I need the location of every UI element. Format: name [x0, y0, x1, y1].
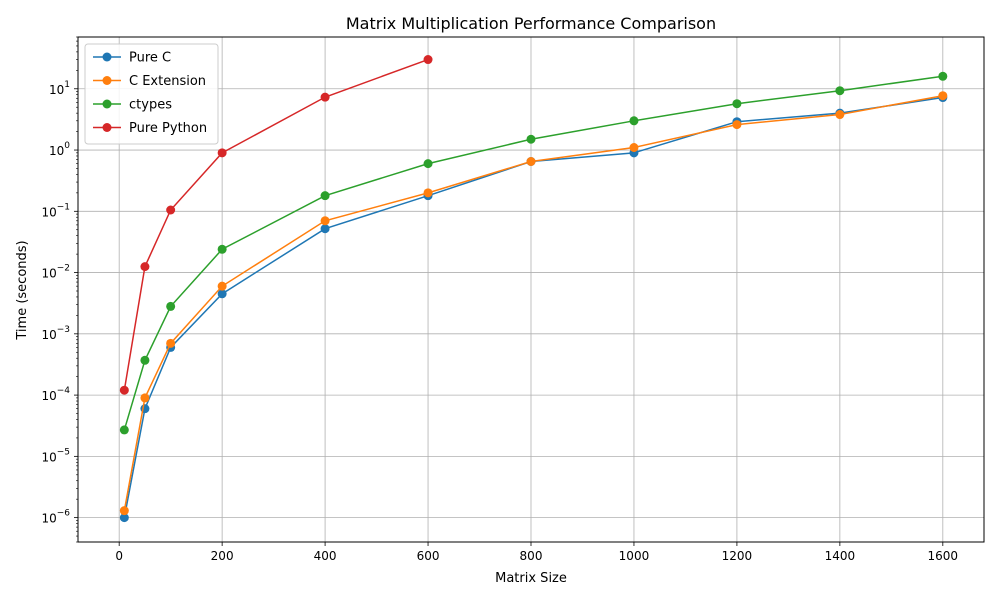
data-point-ctypes — [423, 159, 433, 169]
series-ctypes — [119, 71, 948, 435]
series-pure-python — [119, 55, 433, 395]
data-point-pure-python — [423, 55, 433, 65]
data-point-pure-python — [119, 385, 129, 395]
y-tick-exponent: 1 — [64, 80, 70, 90]
y-tick-label: 10−1 — [41, 202, 70, 219]
y-tick-exponent: −5 — [57, 447, 70, 457]
y-tick-base: 10 — [41, 450, 56, 464]
data-point-ctypes — [217, 244, 227, 254]
data-point-c-extension — [938, 91, 948, 101]
chart-title: Matrix Multiplication Performance Compar… — [346, 14, 716, 33]
data-point-ctypes — [835, 86, 845, 96]
x-tick-label: 1600 — [928, 549, 959, 563]
data-point-c-extension — [166, 338, 176, 348]
x-tick-label: 600 — [417, 549, 440, 563]
x-axis-label: Matrix Size — [495, 571, 567, 586]
data-point-c-extension — [320, 216, 330, 226]
x-tick-label: 400 — [314, 549, 337, 563]
y-tick-exponent: −3 — [57, 325, 70, 335]
legend: Pure C C Extension ctypes Pure Python — [84, 43, 219, 145]
y-tick-exponent: −4 — [57, 386, 71, 396]
data-point-ctypes — [119, 425, 129, 435]
y-tick-base: 10 — [41, 205, 56, 219]
legend-item-pure-c: Pure C — [93, 51, 171, 66]
series-c-extension — [119, 91, 948, 516]
y-tick-exponent: −2 — [57, 264, 70, 274]
series-line-pure-python — [123, 58, 429, 391]
y-tick-base: 10 — [41, 328, 56, 342]
data-point-pure-python — [217, 148, 227, 158]
legend-label: C Extension — [129, 74, 206, 89]
data-point-ctypes — [629, 116, 639, 126]
y-tick-base: 10 — [49, 144, 64, 158]
legend-marker — [102, 52, 112, 62]
legend-box — [84, 43, 219, 145]
data-point-c-extension — [423, 188, 433, 198]
y-tick-label: 10−2 — [41, 264, 70, 281]
data-point-ctypes — [140, 355, 150, 365]
data-point-ctypes — [166, 301, 176, 311]
y-tick-label: 10−5 — [41, 447, 70, 464]
x-tick-label: 1000 — [619, 549, 650, 563]
data-point-pure-c — [217, 289, 227, 299]
y-tick-base: 10 — [41, 267, 56, 281]
legend-marker — [102, 99, 112, 109]
x-tick-label: 1200 — [722, 549, 753, 563]
data-point-ctypes — [526, 134, 536, 144]
data-point-c-extension — [835, 110, 845, 120]
data-point-pure-c — [320, 224, 330, 234]
data-point-ctypes — [320, 191, 330, 201]
data-point-c-extension — [140, 393, 150, 403]
y-axis-label: Time (seconds) — [15, 240, 30, 340]
x-tick-label: 200 — [211, 549, 234, 563]
y-tick-base: 10 — [41, 389, 56, 403]
data-point-c-extension — [217, 281, 227, 291]
legend-item-pure-python: Pure Python — [93, 121, 207, 136]
x-tick-label: 0 — [115, 549, 123, 563]
y-tick-exponent: −1 — [57, 202, 70, 212]
axis-ticks: 0 200 400 600 800 1000 1200 1400 160010−610−510−… — [41, 36, 959, 563]
legend-label: ctypes — [129, 98, 172, 113]
data-point-ctypes — [938, 71, 948, 81]
y-tick-label: 10−6 — [41, 509, 70, 526]
y-tick-base: 10 — [49, 83, 64, 97]
data-point-ctypes — [732, 99, 742, 109]
data-point-pure-python — [140, 262, 150, 272]
legend-item-ctypes: ctypes — [93, 98, 172, 113]
x-tick-label: 800 — [520, 549, 543, 563]
legend-label: Pure C — [129, 51, 171, 66]
data-point-c-extension — [526, 156, 536, 166]
data-point-c-extension — [732, 120, 742, 130]
legend-label: Pure Python — [129, 121, 207, 136]
data-point-c-extension — [119, 506, 129, 516]
data-point-pure-c — [119, 513, 129, 523]
data-point-pure-python — [166, 205, 176, 215]
legend-marker — [102, 76, 112, 85]
y-tick-label: 10−3 — [41, 325, 70, 342]
legend-item-c-extension: C Extension — [93, 74, 206, 89]
grid — [78, 37, 984, 542]
y-tick-label: 101 — [49, 80, 70, 97]
plot-area — [119, 55, 948, 523]
legend-marker — [102, 123, 112, 132]
y-tick-base: 10 — [41, 512, 56, 526]
y-tick-label: 10−4 — [41, 386, 70, 403]
data-point-c-extension — [629, 143, 639, 153]
y-tick-exponent: 0 — [64, 141, 70, 151]
y-tick-exponent: −6 — [57, 509, 71, 519]
x-tick-label: 1400 — [825, 549, 856, 563]
data-point-pure-python — [320, 92, 330, 102]
y-tick-label: 100 — [49, 141, 70, 158]
